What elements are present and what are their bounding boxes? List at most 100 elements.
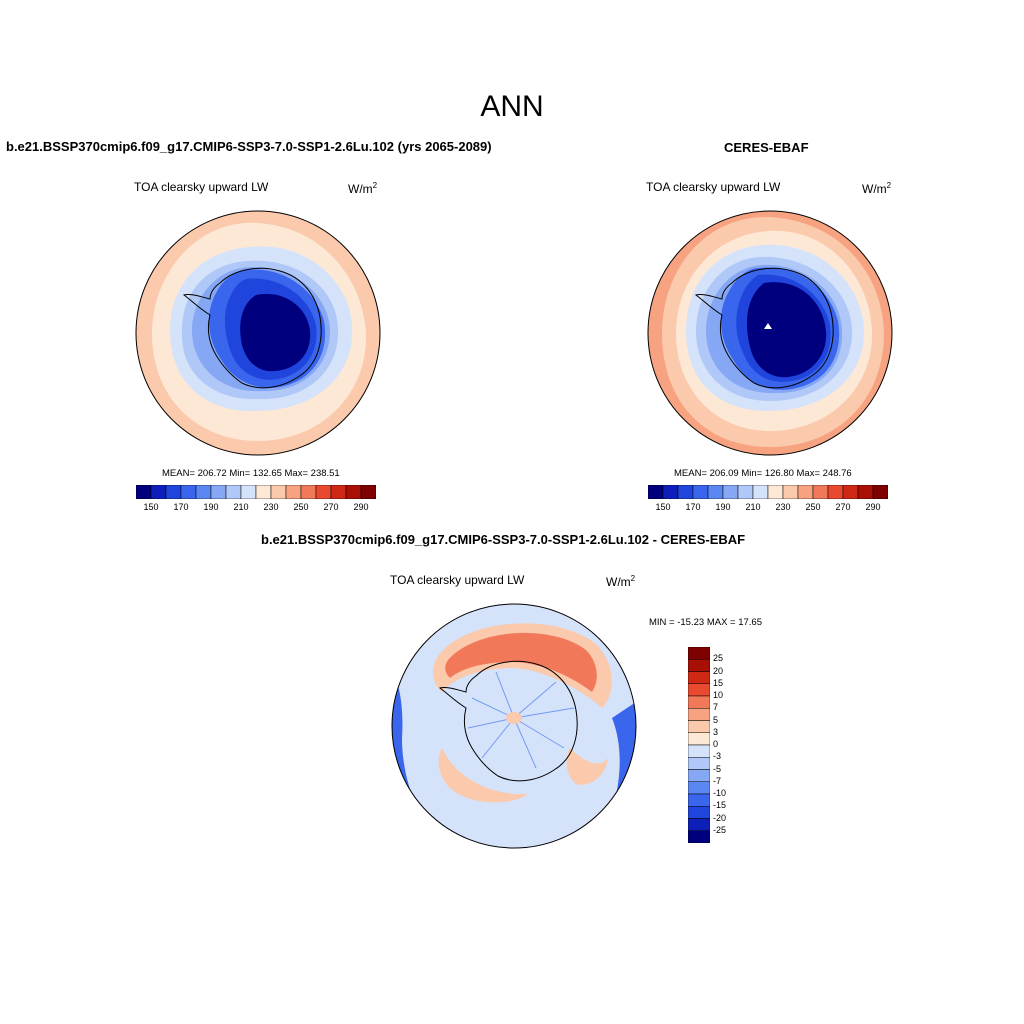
test-colorbar-swatch [180,485,197,499]
test-colorbar-swatch [285,485,302,499]
test-colorbar-swatch [360,485,376,499]
diff-colorbar-swatch [688,683,710,697]
ref-colorbar-tick-label: 170 [685,502,701,512]
ref-colorbar-swatch [662,485,679,499]
diff-colorbar-swatch [688,793,710,807]
ref-colorbar-ticks: 150 170 190 210 230 250 270 290 [648,502,888,514]
diff-colorbar-swatch [688,806,710,819]
diff-colorbar-tick-label: 5 [713,714,719,725]
diff-colorbar-swatch [688,744,710,758]
diff-colorbar-tick-label: -7 [713,775,722,786]
test-colorbar-tick-label: 210 [233,502,249,512]
diff-colorbar-swatch [688,781,710,795]
ref-colorbar-tick-label: 250 [805,502,821,512]
diff-colorbar-swatch [688,708,710,721]
diff-colorbar-tick-label: -15 [713,800,727,811]
ref-colorbar-tick-label: 270 [835,502,851,512]
diff-colorbar [688,647,710,843]
diff-colorbar-tick-label: -10 [713,788,727,798]
ref-colorbar-swatch [767,485,784,499]
diff-colorbar-swatch [688,830,710,843]
ref-stats: MEAN= 206.09 Min= 126.80 Max= 248.76 [674,468,852,479]
diff-polar-map [391,603,637,849]
test-colorbar-ticks: 150 170 190 210 230 250 270 290 [136,502,376,514]
test-colorbar-swatch [210,485,227,499]
test-colorbar-tick-label: 290 [353,502,369,512]
ref-colorbar-swatch [707,485,724,499]
diff-colorbar-swatch [688,720,710,733]
test-colorbar-tick-label: 270 [323,502,339,512]
diff-colorbar-tick-label: 0 [713,739,719,749]
test-case-title: b.e21.BSSP370cmip6.f09_g17.CMIP6-SSP3-7.… [6,139,492,154]
test-colorbar-tick-label: 250 [293,502,309,512]
test-colorbar-swatch [345,485,362,499]
diff-colorbar-tick-label: 10 [713,690,724,700]
ref-colorbar-swatch [872,485,888,499]
ref-colorbar-swatch [857,485,874,499]
test-colorbar-tick-label: 170 [173,502,189,512]
ref-colorbar-tick-label: 290 [865,502,881,512]
ref-colorbar-tick-label: 230 [775,502,791,512]
ref-colorbar-swatch [737,485,754,499]
diff-colorbar-swatch [688,695,710,709]
ref-colorbar-swatch [827,485,844,499]
test-colorbar-swatch [315,485,332,499]
diff-colorbar-swatch [688,732,710,746]
diff-colorbar-tick-label: 3 [713,726,719,737]
diff-colorbar-ticks: 25 20 15 10 7 5 3 0 -3 -5 -7 -10 -15 -20 -25 [713,647,753,843]
diff-colorbar-tick-label: 15 [713,677,724,688]
ref-units-label: W/m2 [862,181,892,196]
diff-colorbar-tick-label: 25 [713,653,724,664]
diff-colorbar-swatch [688,769,710,782]
test-colorbar-swatch [240,485,257,499]
ref-colorbar-swatch [752,485,769,499]
test-colorbar-swatch [165,485,182,499]
diff-units-label: W/m2 [606,574,636,589]
test-units-label: W/m2 [348,181,378,196]
diff-colorbar-swatch [688,659,710,672]
diff-colorbar-swatch [688,647,710,660]
ref-colorbar-swatch [842,485,859,499]
diff-colorbar-swatch [688,757,710,770]
diff-colorbar-tick-label: -20 [713,812,727,823]
test-colorbar [136,485,376,499]
test-colorbar-tick-label: 230 [263,502,279,512]
ref-colorbar [648,485,888,499]
test-variable-label: TOA clearsky upward LW [134,180,269,194]
ref-colorbar-swatch [812,485,829,499]
ref-variable-label: TOA clearsky upward LW [646,180,781,194]
test-colorbar-swatch [255,485,272,499]
diff-colorbar-swatch [688,818,710,831]
diff-colorbar-tick-label: -5 [713,763,722,774]
main-title: ANN [480,90,544,123]
ref-polar-map [647,210,893,456]
diff-variable-label: TOA clearsky upward LW [390,573,525,587]
diff-colorbar-tick-label: 7 [713,702,719,713]
test-colorbar-tick-label: 190 [203,502,219,512]
test-colorbar-swatch [150,485,167,499]
test-colorbar-swatch [330,485,347,499]
test-colorbar-swatch [195,485,212,499]
ref-colorbar-swatch [692,485,709,499]
test-stats: MEAN= 206.72 Min= 132.65 Max= 238.51 [162,468,340,479]
ref-colorbar-tick-label: 210 [745,502,761,512]
diff-colorbar-tick-label: -3 [713,751,722,762]
diff-stats: MIN = -15.23 MAX = 17.65 [649,617,763,628]
ref-colorbar-tick-label: 150 [655,502,671,512]
test-colorbar-swatch [136,485,152,499]
test-colorbar-tick-label: 150 [143,502,159,512]
ref-colorbar-swatch [782,485,799,499]
ref-colorbar-swatch [797,485,814,499]
ref-colorbar-tick-label: 190 [715,502,731,512]
ref-colorbar-swatch [722,485,739,499]
ref-colorbar-swatch [648,485,664,499]
diff-colorbar-tick-label: 20 [713,665,724,676]
ref-case-title: CERES-EBAF [724,140,809,155]
test-polar-map [135,210,381,456]
test-colorbar-swatch [300,485,317,499]
diff-colorbar-tick-label: -25 [713,824,727,835]
diff-colorbar-swatch [688,671,710,684]
test-colorbar-swatch [225,485,242,499]
diff-case-title: b.e21.BSSP370cmip6.f09_g17.CMIP6-SSP3-7.… [261,532,746,547]
test-colorbar-swatch [270,485,287,499]
